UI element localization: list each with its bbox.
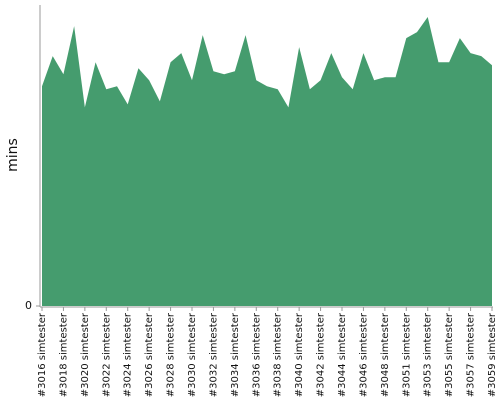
x-tick-label: #3048 simtester [380, 312, 391, 397]
x-tick-label: #3036 simtester [251, 312, 262, 397]
x-tick-label: #3024 simtester [123, 312, 134, 397]
x-tick-label: #3032 simtester [208, 312, 219, 397]
x-tick-label: #3022 simtester [101, 312, 112, 397]
x-tick-label: #3046 simtester [358, 312, 369, 397]
x-tick-label: #3044 simtester [337, 312, 348, 397]
x-tick-label: #3040 simtester [294, 312, 305, 397]
area [42, 17, 492, 306]
x-tick-label: #3057 simtester [466, 312, 477, 397]
x-tick-label: #3030 simtester [187, 312, 198, 397]
x-tick-label: #3020 simtester [80, 312, 91, 397]
y-tick-label: 0 [25, 299, 32, 312]
x-tick-label: #3059 simtester [487, 312, 498, 397]
x-tick-label: #3028 simtester [166, 312, 177, 397]
x-tick-label: #3042 simtester [316, 312, 327, 397]
x-tick-label: #3055 simtester [444, 312, 455, 397]
x-tick-label: #3026 simtester [144, 312, 155, 397]
y-axis-label: mins [5, 138, 21, 172]
x-tick-label: #3038 simtester [273, 312, 284, 397]
x-tick-label: #3016 simtester [37, 312, 48, 397]
x-tick-label: #3018 simtester [58, 312, 69, 397]
x-tick-label: #3053 simtester [423, 312, 434, 397]
x-tick-label: #3051 simtester [401, 312, 412, 397]
x-tick-label: #3034 simtester [230, 312, 241, 397]
